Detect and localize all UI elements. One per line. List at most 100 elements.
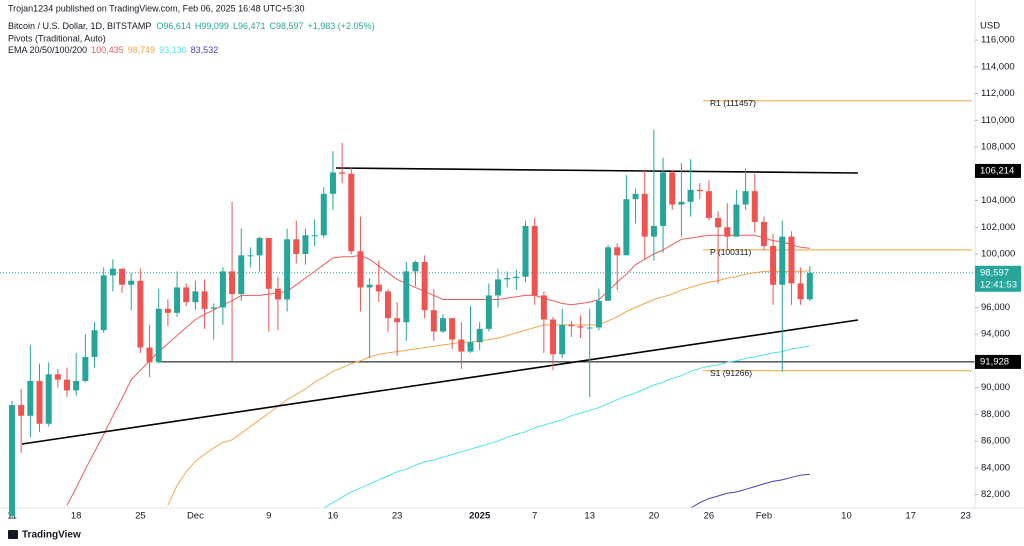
ema-line [66,234,810,506]
candle-body [201,291,208,309]
candle-body [559,324,566,355]
candle-body [45,374,52,424]
candle-body [219,271,226,308]
x-tick-label: Dec [187,511,204,522]
pivot-label: R1 (111457) [710,98,756,108]
y-tick-label: 114,000 [981,61,1015,72]
support-trendline [21,319,859,445]
ema-value: 100,435 [91,45,124,55]
candle-body [348,173,355,252]
low: L96,471 [233,21,266,31]
y-tick-label: 100,000 [981,249,1015,260]
resistance-trendline [335,167,859,174]
ema-legend: EMA 20/50/100/200 100,435 98,749 93,130 83,5… [8,45,218,55]
brand: TradingView [22,530,81,541]
x-tick-label: Feb [756,511,772,522]
candle-body [73,381,80,391]
candle-body [751,191,758,222]
candle-body [660,172,667,226]
candle-body [742,191,749,205]
candle-body [91,330,98,357]
candle-body [366,284,373,288]
candle-body [724,227,731,237]
candle-body [229,271,236,295]
x-tick-label: 23 [392,511,403,522]
y-tick-label: 112,000 [981,88,1015,99]
y-tick-label: 82,000 [981,489,1010,500]
candle-body [540,295,547,320]
candle-body [513,276,520,279]
x-tick-label: 13 [584,511,595,522]
x-tick-label: 7 [532,511,537,522]
candle-body [210,307,217,309]
candle-body [174,287,181,313]
y-tick-label: 110,000 [981,115,1015,126]
ema-line [690,473,810,509]
currency: USD [980,21,1000,32]
candle-body [82,356,89,381]
candle-body [311,235,318,237]
level-tag [975,163,1021,178]
candle-body [274,288,281,300]
candle-body [155,308,162,363]
ema-line [323,345,810,509]
candle-body [577,326,584,328]
candle-body [421,262,428,311]
x-tick-label: 16 [328,511,339,522]
candle-body [27,381,34,416]
candle-body [586,327,593,329]
candle-body [18,405,25,416]
y-tick-label: 102,000 [981,222,1015,233]
candle-body [238,255,245,295]
candle-body [394,318,401,323]
candle-body [36,381,43,424]
ema-value: 83,532 [191,45,219,55]
candle-body [623,199,630,256]
candle-body [733,204,740,237]
candle-body [64,379,71,391]
candle-body [109,268,116,276]
last-price-label: 98,597 [980,267,1009,278]
x-tick-label: 2025 [469,511,491,522]
candle-body [119,268,126,285]
candle-body [339,172,346,174]
candle-body [54,374,61,380]
y-tick-label: 96,000 [981,302,1010,313]
candle-body [696,189,703,192]
close: C98,597 [269,21,303,31]
candle-body [705,191,712,218]
ema-line [167,270,810,506]
y-tick-label: 104,000 [981,195,1015,206]
candle-body [9,405,15,517]
candle-body [293,239,300,254]
y-tick-label: 90,000 [981,382,1010,393]
candle-body [650,225,657,237]
candle-body [384,291,391,319]
open: O96,614 [156,21,191,31]
candle-body [522,225,529,277]
candle-body [128,280,135,285]
candle-body [137,280,144,348]
drawings [0,100,975,509]
symbol: Bitcoin / U.S. Dollar, 1D, BITSTAMP [8,21,151,31]
x-tick-label: 20 [649,511,660,522]
candle-body [770,245,777,285]
candle-body [641,193,648,237]
candle-body [797,283,804,300]
x-tick-label: 17 [905,511,916,522]
candle-body [458,339,465,352]
candle-body [806,272,813,300]
candle-body [320,193,327,236]
candle-body [192,291,199,303]
last-price-tag [975,265,1021,292]
x-tick-label: 25 [135,511,146,522]
candle-body [788,236,795,284]
change: +1,983 (+2.05%) [308,21,375,31]
y-tick-label: 86,000 [981,436,1010,447]
candle-body [678,201,685,205]
candle-body [779,236,786,285]
pivot-label: P (100311) [710,247,751,257]
y-tick-label: 94,000 [981,329,1010,340]
